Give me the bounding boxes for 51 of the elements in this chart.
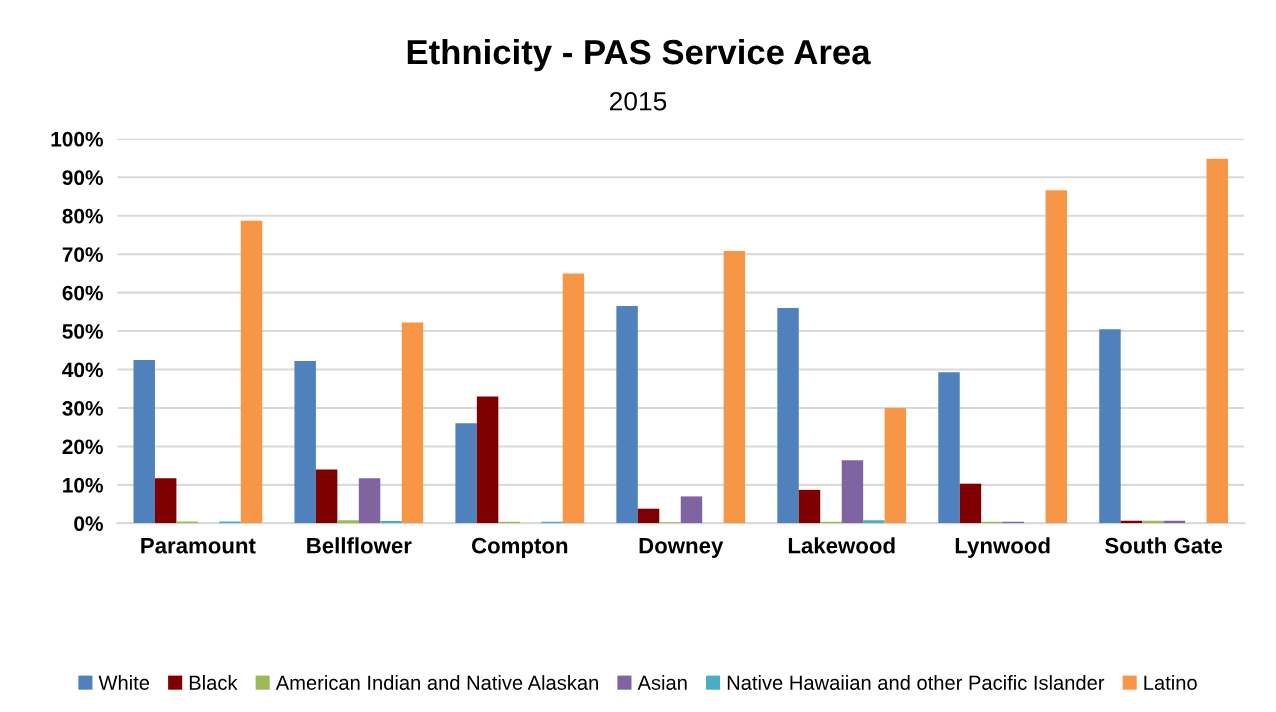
- bar: [154, 478, 177, 524]
- y-tick-label: 30%: [62, 400, 103, 416]
- chart-subtitle: 2015: [609, 91, 667, 111]
- bar: [401, 322, 424, 524]
- bar: [959, 483, 982, 524]
- bar: [798, 489, 821, 524]
- y-tick-label: 50%: [62, 324, 103, 339]
- y-tick-label: 20%: [62, 439, 103, 455]
- y-tick-label: 40%: [62, 362, 103, 378]
- x-tick-label: South Gate: [1105, 537, 1223, 554]
- bar: [938, 372, 960, 524]
- y-tick-label: 10%: [63, 477, 103, 493]
- bar: [358, 478, 381, 524]
- bar: [476, 396, 499, 524]
- y-tick-label: 100%: [51, 131, 103, 147]
- x-tick-label: Paramount: [141, 538, 256, 554]
- bar: [777, 308, 799, 524]
- bar: [616, 306, 638, 524]
- x-tick-label: Lynwood: [955, 537, 1050, 558]
- legend-label: Latino: [1144, 675, 1197, 690]
- legend-label: American Indian and Native Alaskan: [275, 675, 598, 690]
- bar: [841, 460, 864, 524]
- y-tick-label: 0%: [74, 516, 103, 532]
- bar: [1099, 329, 1121, 524]
- bar: [637, 508, 660, 524]
- bar: [723, 251, 746, 524]
- legend-label: Native Hawaiian and other Pacific Islander: [727, 675, 1105, 690]
- y-tick-label: 90%: [62, 170, 103, 186]
- bar: [133, 359, 155, 524]
- x-tick-label: Lakewood: [788, 537, 895, 554]
- bar: [455, 423, 477, 524]
- bar: [1045, 190, 1068, 524]
- chart-title: Ethnicity - PAS Service Area: [407, 38, 871, 72]
- bar: [337, 520, 359, 524]
- legend-label: White: [98, 675, 150, 690]
- bar: [884, 407, 907, 524]
- legend-label: Black: [189, 675, 238, 690]
- y-tick-label: 70%: [62, 247, 103, 262]
- bar: [240, 220, 263, 524]
- legend-label: Asian: [637, 675, 687, 690]
- bar: [863, 520, 885, 524]
- bar: [1206, 158, 1228, 524]
- y-tick-label: 60%: [62, 285, 103, 301]
- bar: [680, 496, 703, 524]
- bar: [315, 469, 338, 524]
- x-tick-label: Bellflower: [307, 537, 412, 554]
- bar: [294, 361, 316, 524]
- x-tick-label: Downey: [639, 538, 724, 558]
- bar: [562, 273, 585, 524]
- x-tick-label: Compton: [471, 537, 568, 558]
- y-tick-label: 80%: [62, 208, 103, 224]
